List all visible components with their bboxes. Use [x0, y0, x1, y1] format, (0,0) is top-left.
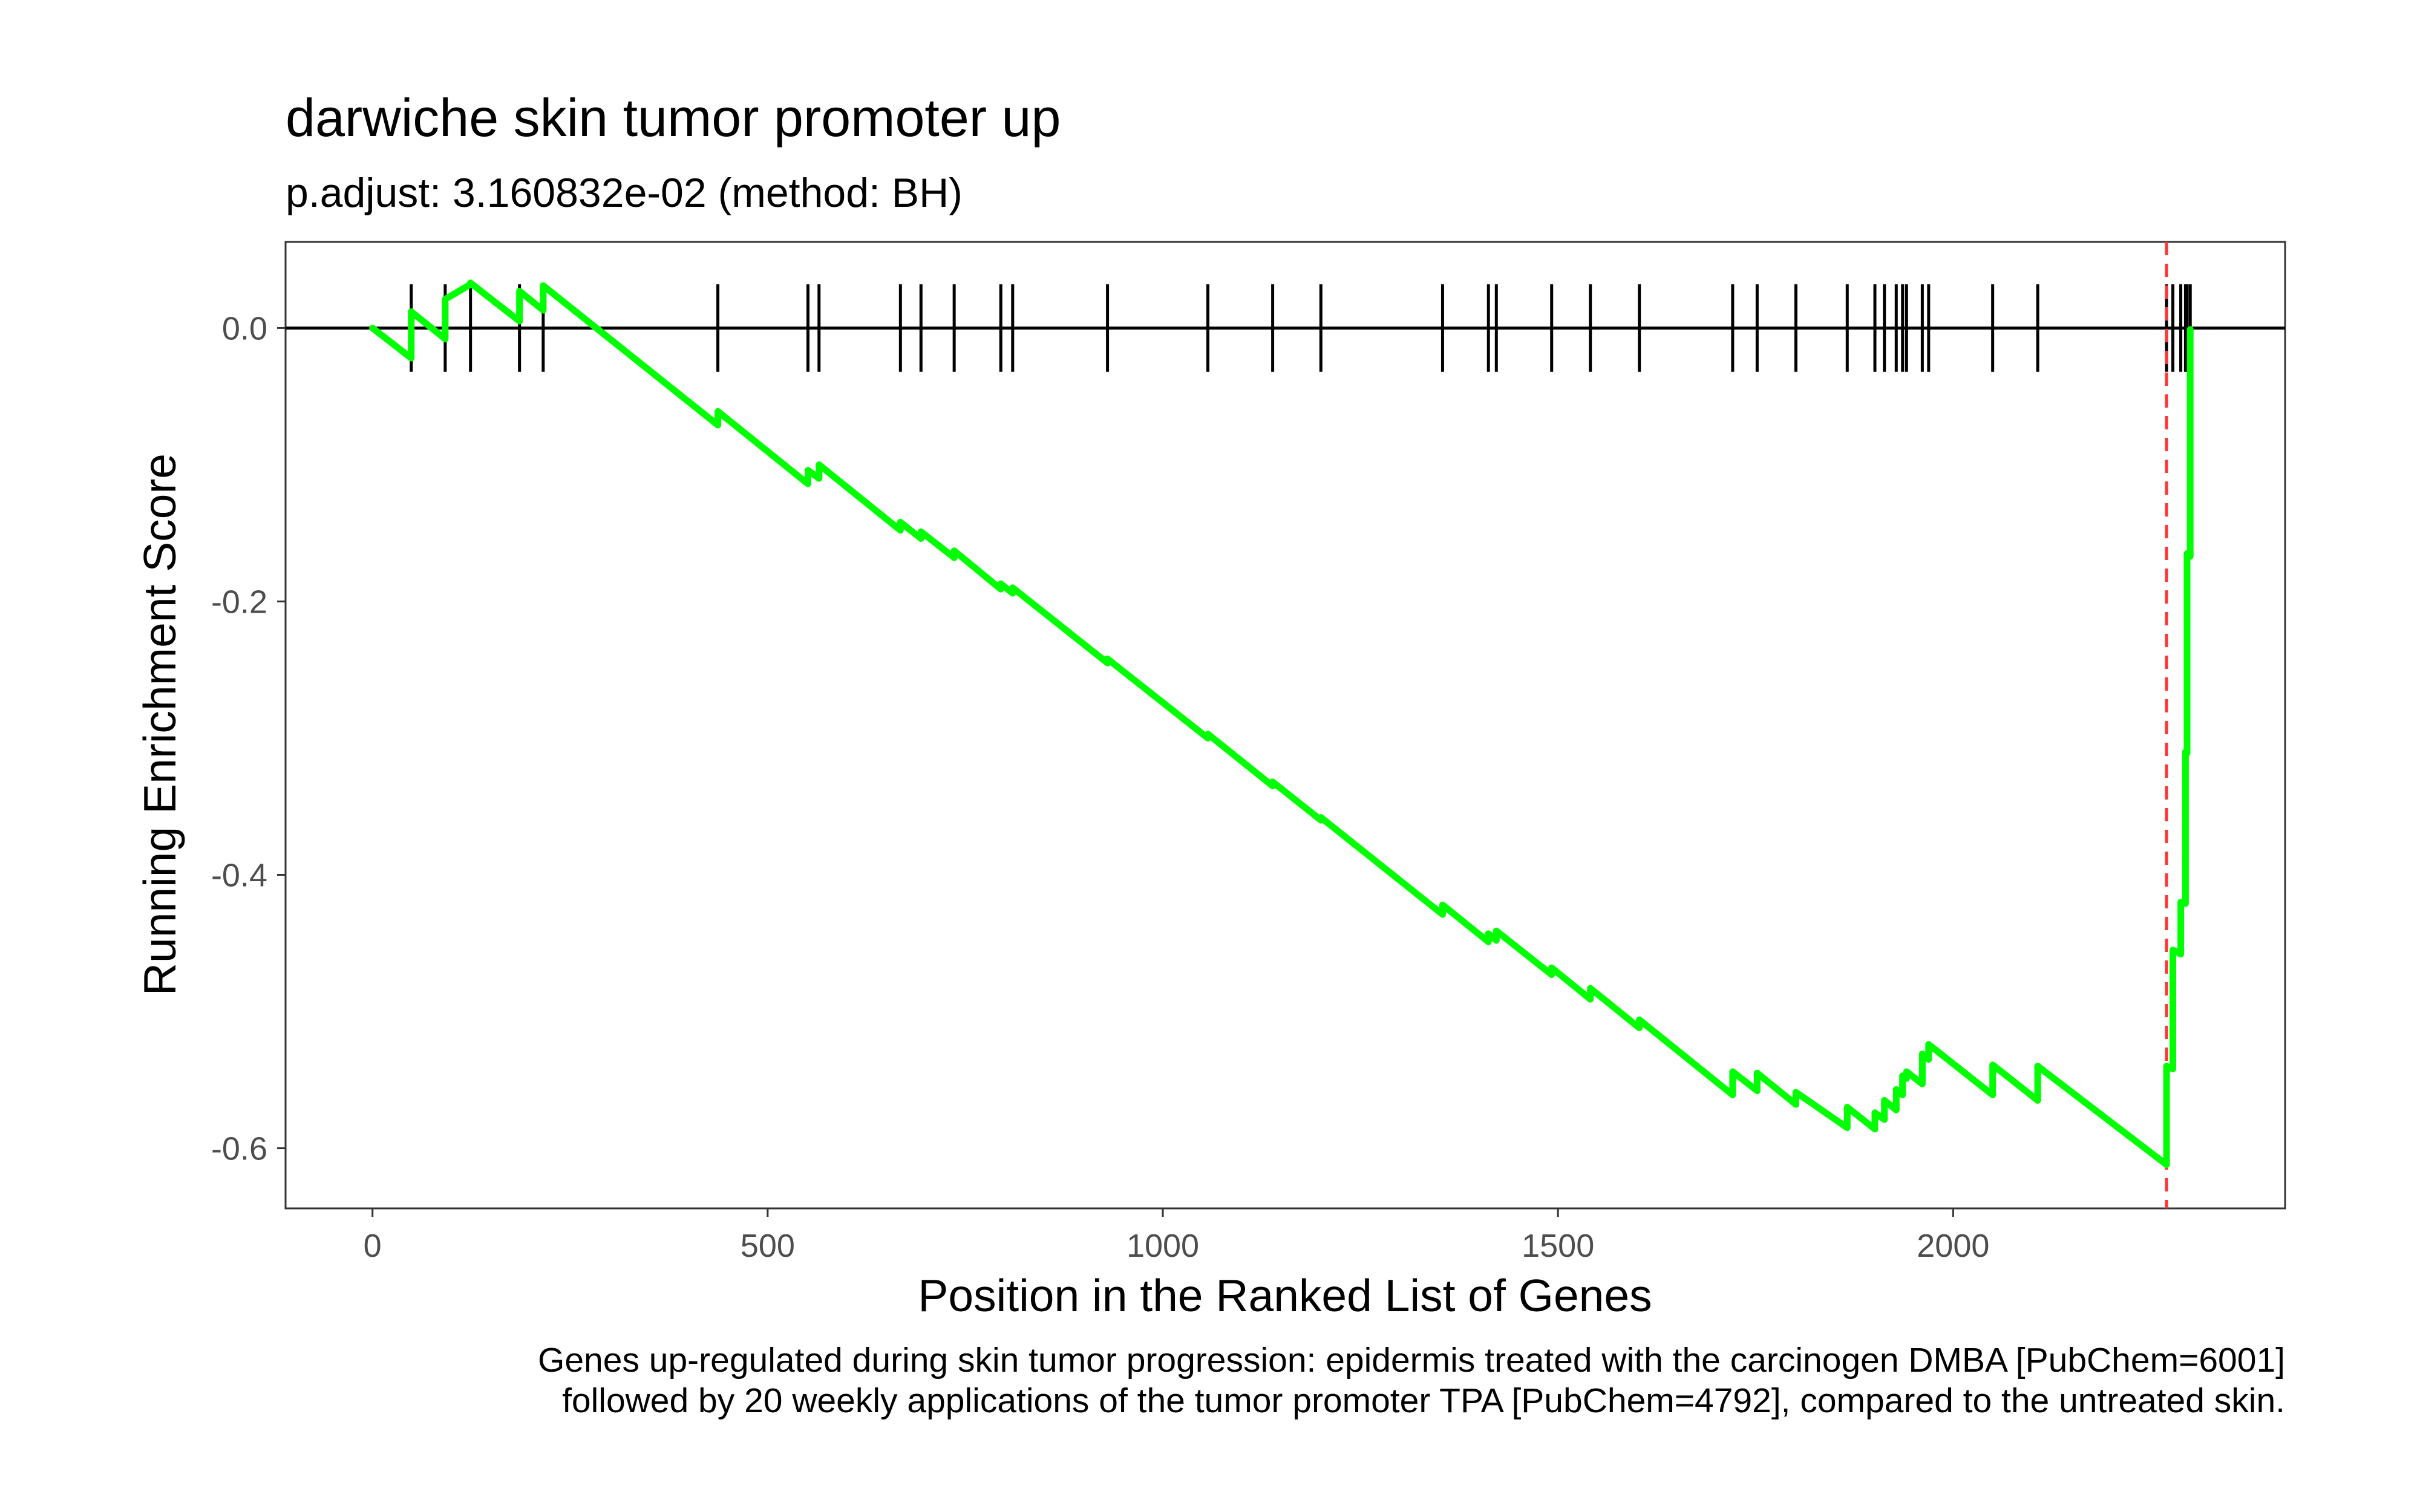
plot-area — [284, 241, 2286, 1210]
series-layer — [369, 279, 2194, 1168]
caption-line-2: followed by 20 weekly applications of th… — [562, 1381, 2285, 1420]
x-axis-label: Position in the Ranked List of Genes — [918, 1270, 1652, 1321]
y-tick-label: -0.2 — [211, 584, 267, 620]
y-tick-label: -0.6 — [211, 1131, 267, 1167]
chart-subtitle: p.adjust: 3.160832e-02 (method: BH) — [286, 170, 963, 216]
y-tick-label: -0.4 — [211, 857, 267, 893]
x-tick-label: 500 — [741, 1228, 795, 1264]
plot-panel — [284, 241, 2286, 1210]
y-axis-label: Running Enrichment Score — [134, 454, 185, 996]
x-tick-label: 1000 — [1127, 1228, 1199, 1264]
x-tick-label: 1500 — [1522, 1228, 1594, 1264]
caption-line-1: Genes up-regulated during skin tumor pro… — [538, 1341, 2285, 1380]
y-tick-label: 0.0 — [222, 310, 267, 347]
x-axis-ticks: 0 500 1000 1500 2000 — [364, 1208, 1989, 1264]
chart-title: darwiche skin tumor promoter up — [286, 88, 1061, 148]
x-tick-label: 2000 — [1917, 1228, 1989, 1264]
running-es-line-0 — [369, 279, 2194, 1168]
y-axis-ticks: 0.0 -0.2 -0.4 -0.6 — [211, 310, 286, 1167]
x-tick-label: 0 — [364, 1228, 382, 1264]
